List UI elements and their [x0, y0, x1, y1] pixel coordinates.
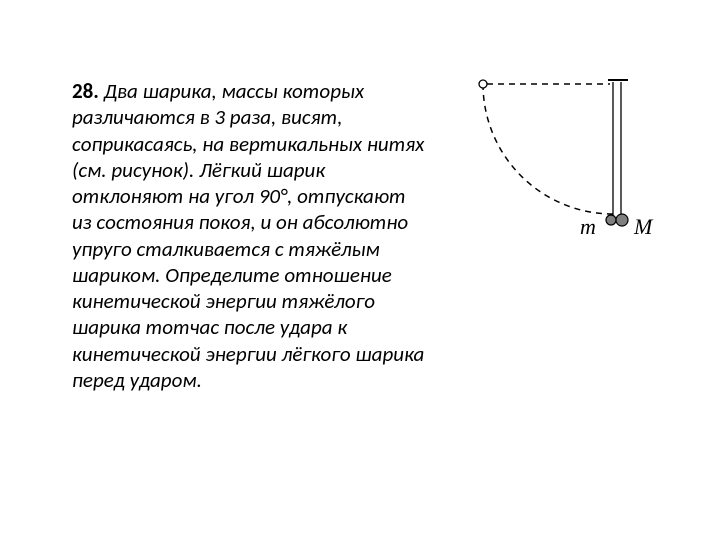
trajectory-arc	[483, 84, 613, 214]
ball-m	[606, 215, 616, 225]
deflected-ball	[479, 80, 487, 88]
pendulum-diagram	[430, 72, 668, 252]
label-big-m: M	[634, 214, 652, 240]
problem-body: Два шарика, массы которых различаются в …	[72, 78, 424, 393]
problem-paragraph: 28. Два шарика, массы которых различаютс…	[72, 78, 427, 393]
problem-text-block: 28. Два шарика, массы которых различаютс…	[72, 78, 427, 393]
ball-big-m	[616, 214, 628, 226]
label-m: m	[580, 214, 596, 240]
problem-number: 28.	[72, 78, 99, 104]
figure: m M	[430, 72, 668, 252]
